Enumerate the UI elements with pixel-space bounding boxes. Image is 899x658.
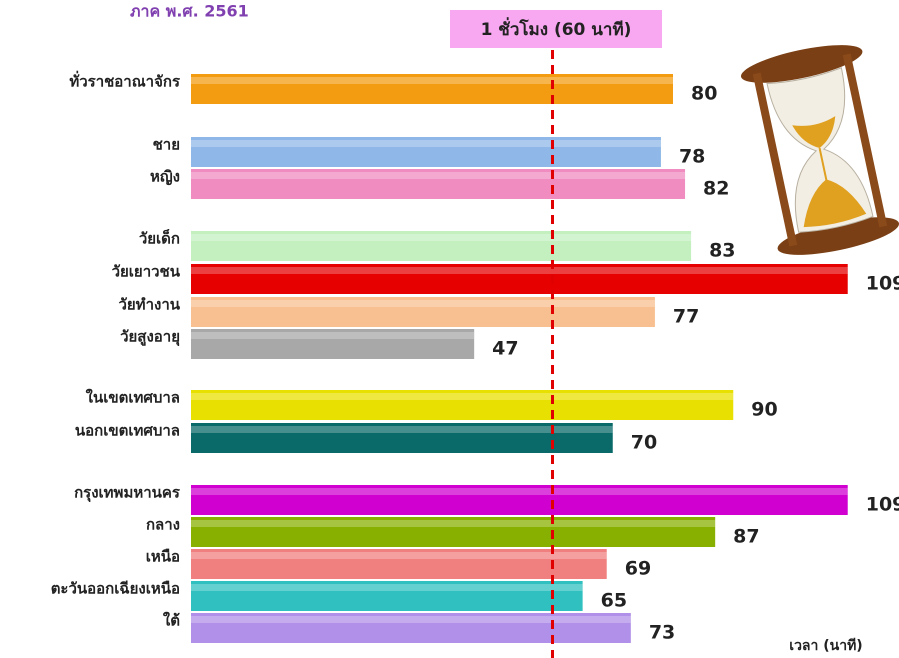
category-label: ทั่วราชอาณาจักร [69, 71, 181, 91]
category-label: กลาง [146, 516, 180, 534]
value-label: 80 [691, 83, 717, 105]
reference-label-box [450, 10, 662, 48]
reference-label: 1 ชั่วโมง (60 นาที) [481, 17, 632, 40]
bar [191, 549, 607, 579]
bar-shine [191, 393, 734, 400]
bar [191, 74, 673, 104]
hourglass-icon [740, 45, 899, 255]
value-label: 78 [679, 146, 705, 168]
bar-shine [191, 616, 631, 623]
bar-shine [191, 584, 583, 591]
value-label: 109 [866, 273, 899, 295]
bar [191, 264, 848, 294]
bar-shine [191, 332, 475, 339]
category-label: วัยสูงอายุ [120, 328, 180, 347]
bar [191, 231, 692, 261]
value-label: 70 [631, 432, 657, 454]
bar [191, 297, 655, 327]
category-label: หญิง [150, 168, 180, 186]
bar [191, 137, 661, 167]
value-label: 87 [733, 526, 759, 548]
bar [191, 169, 686, 199]
value-label: 90 [751, 399, 777, 421]
bar [191, 485, 848, 515]
category-label: ชาย [153, 136, 180, 154]
bar-shine [191, 488, 848, 495]
bar [191, 517, 716, 547]
bar-shine [191, 552, 607, 559]
category-label: นอกเขตเทศบาล [75, 422, 180, 440]
category-label: เหนือ [146, 548, 180, 566]
value-label: 83 [709, 240, 735, 262]
bar-shine [191, 77, 673, 84]
bar-shine [191, 520, 716, 527]
value-label: 47 [492, 338, 518, 360]
bar-shine [191, 234, 692, 241]
bar-shine [191, 300, 655, 307]
category-label: วัยเด็ก [139, 229, 180, 248]
bar [191, 613, 631, 643]
bar [191, 390, 734, 420]
bar-shine [191, 267, 848, 274]
value-label: 69 [625, 558, 651, 580]
bar-shine [191, 426, 613, 433]
value-label: 109 [866, 494, 899, 516]
value-label: 65 [601, 590, 627, 612]
category-label: วัยเยาวชน [112, 263, 181, 281]
category-label: ตะวันออกเฉียงเหนือ [51, 580, 180, 598]
category-label: ใต้ [163, 612, 180, 630]
bar [191, 329, 475, 359]
category-label: กรุงเทพมหานคร [74, 484, 181, 503]
value-label: 77 [673, 306, 699, 328]
value-label: 73 [649, 622, 675, 644]
x-axis-label: เวลา (นาที) [789, 638, 862, 654]
category-label: วัยทำงาน [118, 296, 180, 314]
bar [191, 581, 583, 611]
bar-shine [191, 140, 661, 147]
bar-shine [191, 172, 686, 179]
category-label: ในเขตเทศบาล [86, 389, 180, 407]
bar [191, 423, 613, 453]
chart-title: ภาค พ.ศ. 2561 [130, 2, 249, 21]
value-label: 82 [703, 178, 729, 200]
